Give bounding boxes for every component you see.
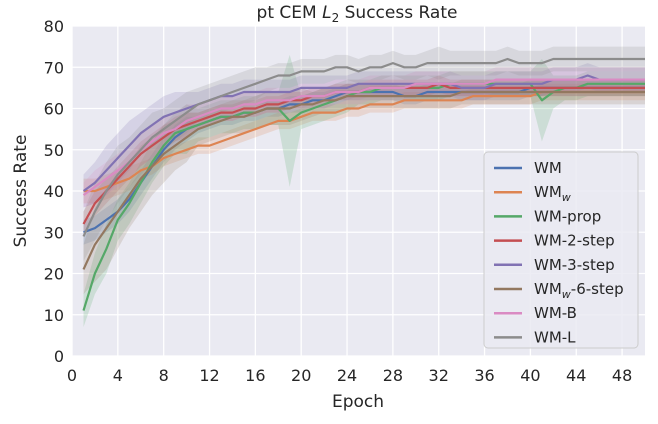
y-axis-label: Success Rate <box>11 135 31 248</box>
legend-entry: WM-B <box>534 304 577 322</box>
x-tick-labels: 0 4 8 12 16 20 24 28 32 36 40 44 48 <box>67 366 632 385</box>
band-WM-prop <box>83 54 645 328</box>
y-tick-label: 0 <box>54 347 64 366</box>
x-tick-label: 8 <box>159 366 169 385</box>
legend-entry: WM-2-step <box>534 232 615 250</box>
y-tick-label: 20 <box>44 265 64 284</box>
y-tick-label: 10 <box>44 306 64 325</box>
band-WMw <box>83 83 645 204</box>
y-tick-label: 70 <box>44 58 64 77</box>
x-tick-label: 20 <box>291 366 311 385</box>
x-tick-label: 44 <box>566 366 586 385</box>
chart-title: pt CEM L2 Success Rate <box>257 3 458 25</box>
x-tick-label: 48 <box>612 366 632 385</box>
x-tick-label: 12 <box>199 366 219 385</box>
band-WM-B <box>83 67 645 208</box>
x-tick-label: 4 <box>113 366 123 385</box>
legend-entry: WMw-6-step <box>534 280 624 301</box>
x-tick-label: 24 <box>337 366 357 385</box>
x-tick-label: 28 <box>383 366 403 385</box>
x-tick-label: 16 <box>245 366 265 385</box>
legend-entry: WM-L <box>534 328 576 346</box>
x-tick-label: 36 <box>474 366 494 385</box>
y-tick-label: 80 <box>44 17 64 36</box>
series-line-WM-B <box>82 78 645 196</box>
y-tick-labels: 0 10 20 30 40 50 60 70 80 <box>44 17 64 366</box>
band-WMw-6-step <box>83 79 645 295</box>
series-line-WMw-6-step <box>82 90 645 270</box>
y-tick-label: 40 <box>44 182 64 201</box>
band-WM-L <box>83 46 645 262</box>
x-tick-label: 0 <box>67 366 77 385</box>
legend-entry: WM-prop <box>534 207 601 225</box>
legend-box <box>483 151 639 349</box>
y-tick-label: 60 <box>44 100 64 119</box>
legend-entry: WM-3-step <box>534 256 615 274</box>
series-lines <box>82 57 645 311</box>
legend-entry: WM <box>534 159 562 177</box>
x-tick-label: 32 <box>429 366 449 385</box>
series-line-WM-prop <box>82 82 645 311</box>
legend: WM WMw WM-prop WM-2-step WM-3-step WMw-6-step… <box>483 151 639 349</box>
y-tick-label: 50 <box>44 141 64 160</box>
x-tick-label: 40 <box>520 366 540 385</box>
series-line-WM-L <box>82 57 645 237</box>
band-WM-3-step <box>83 63 645 208</box>
y-tick-label: 30 <box>44 223 64 242</box>
x-axis-label: Epoch <box>332 392 384 412</box>
legend-entry: WMw <box>534 183 571 204</box>
